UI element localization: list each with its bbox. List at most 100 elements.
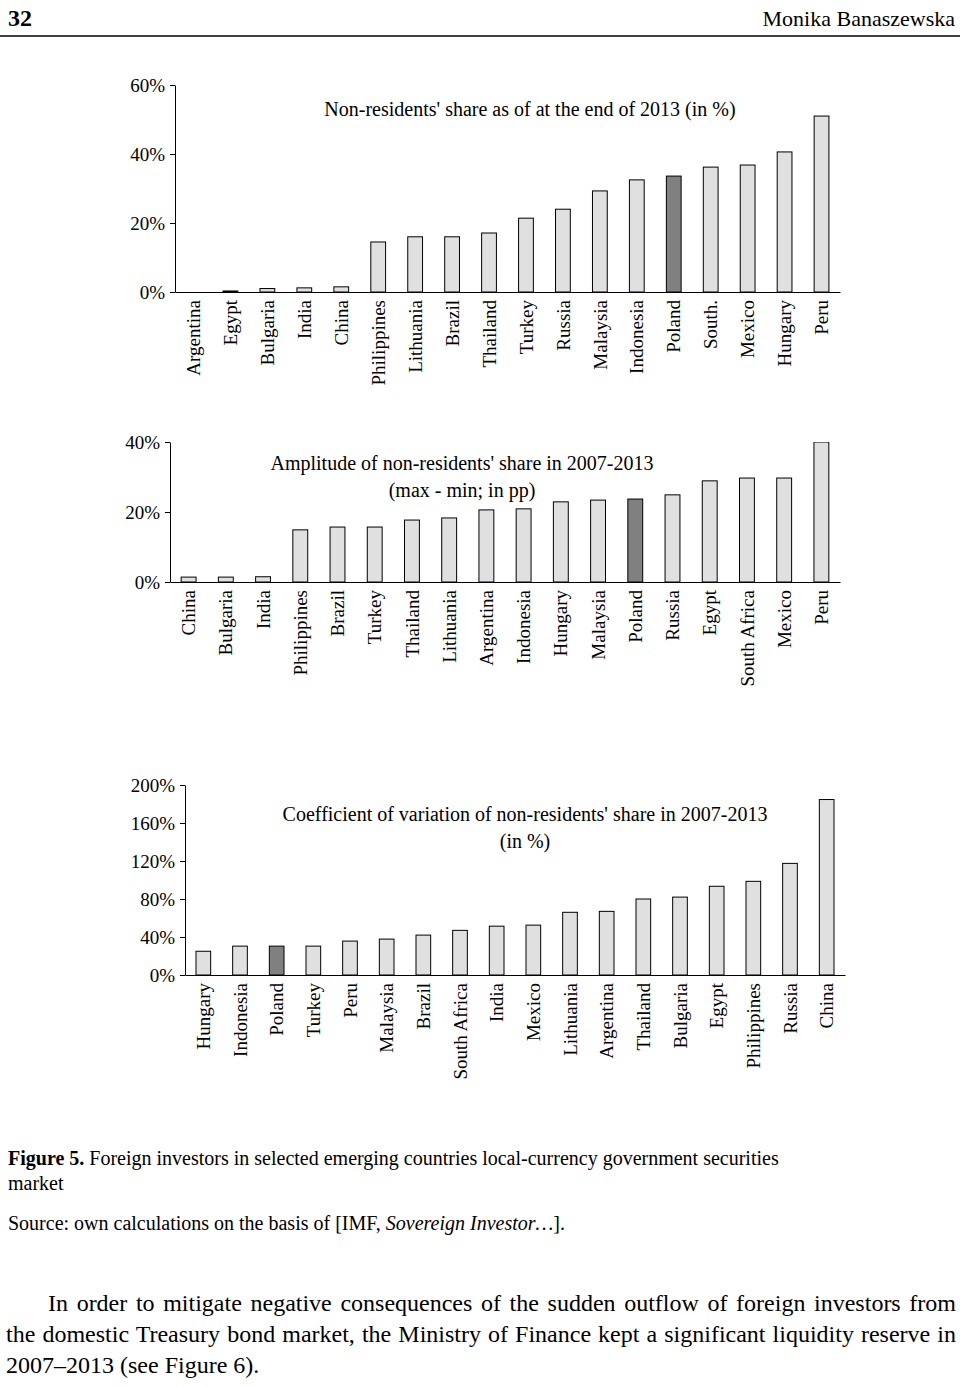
source-suffix: ].: [553, 1212, 565, 1234]
bars: [181, 442, 829, 582]
y-tick: 120%: [131, 851, 185, 872]
x-tick: India: [253, 582, 274, 629]
x-tick-label: China: [816, 982, 837, 1028]
x-tick: Malaysia: [588, 582, 609, 660]
x-tick-label: Turkey: [516, 300, 537, 355]
y-tick-mark: [180, 937, 185, 938]
x-tick-label: Indonesia: [513, 589, 534, 663]
x-tick: Russia: [780, 975, 801, 1034]
bar: [740, 478, 755, 582]
bar: [293, 530, 308, 582]
x-tick: China: [331, 292, 352, 345]
x-tick-label: Thailand: [633, 983, 654, 1051]
x-tick: Peru: [340, 975, 361, 1018]
x-tick: Poland: [625, 582, 646, 643]
x-tick-label: Philippines: [290, 590, 311, 676]
x-tick: South Africa: [450, 975, 471, 1080]
x-tick: Thailand: [633, 975, 654, 1051]
x-tick-label: Brazil: [413, 983, 434, 1029]
bar: [629, 180, 644, 292]
y-tick-label: 40%: [125, 432, 160, 453]
x-tick: Russia: [662, 582, 683, 641]
y-axis: 0%20%40%60%: [130, 75, 175, 303]
x-tick-label: Malaysia: [590, 299, 611, 369]
bar: [379, 939, 394, 975]
x-tick: China: [178, 582, 199, 635]
x-tick-label: Egypt: [699, 589, 720, 635]
bar: [516, 509, 531, 582]
x-tick: Poland: [663, 292, 684, 353]
x-tick: Argentina: [476, 582, 497, 666]
author: Monika Banaszewska: [763, 6, 956, 31]
y-tick-mark: [170, 154, 175, 155]
x-tick-label: Russia: [780, 982, 801, 1033]
x-tick: Indonesia: [626, 292, 647, 374]
y-tick: 160%: [131, 813, 185, 834]
x-tick: Turkey: [303, 975, 324, 1037]
bar: [442, 518, 457, 582]
x-tick-label: Mexico: [774, 590, 795, 648]
y-tick: 0%: [150, 965, 185, 986]
y-tick-mark: [165, 512, 170, 513]
x-tick-label: Poland: [663, 300, 684, 353]
caption-label: Figure 5.: [8, 1147, 84, 1169]
chart-title-line: (in %): [500, 830, 551, 853]
x-axis: ArgentinaEgyptBulgariaIndiaChinaPhilippi…: [176, 292, 841, 386]
x-tick-label: Lithuania: [405, 299, 426, 372]
bar: [260, 289, 275, 292]
x-tick-label: Malaysia: [376, 982, 397, 1052]
bar: [526, 925, 541, 975]
bar: [482, 233, 497, 292]
x-tick: Hungary: [193, 975, 214, 1049]
header-rule: [0, 35, 960, 37]
bars: [223, 116, 829, 292]
x-tick-label: China: [178, 589, 199, 635]
x-tick: Bulgaria: [670, 975, 691, 1048]
bar: [673, 897, 688, 975]
x-tick: Argentina: [183, 292, 204, 376]
x-tick: Russia: [553, 292, 574, 351]
x-tick: Peru: [811, 292, 832, 335]
y-tick-mark: [170, 292, 175, 293]
x-axis: ChinaBulgariaIndiaPhilippinesBrazilTurke…: [171, 582, 841, 687]
source-prefix: Source: own calculations on the basis of…: [8, 1212, 386, 1234]
x-tick-label: Peru: [811, 590, 832, 625]
x-tick-label: Mexico: [523, 983, 544, 1041]
bar: [416, 935, 431, 975]
x-tick: Turkey: [516, 292, 537, 354]
x-tick-label: Lithuania: [560, 982, 581, 1055]
x-tick: Indonesia: [513, 582, 534, 664]
x-tick-label: Thailand: [402, 590, 423, 658]
x-tick: Lithuania: [560, 975, 581, 1056]
bar: [343, 941, 358, 975]
chart-title-line: Non-residents' share as of at the end of…: [324, 98, 735, 121]
y-tick-label: 20%: [125, 502, 160, 523]
figure-caption: Figure 5. Foreign investors in selected …: [8, 1146, 828, 1196]
x-tick: Mexico: [737, 292, 758, 358]
y-tick-label: 0%: [140, 282, 166, 303]
bar: [702, 481, 717, 582]
y-axis-line: [185, 786, 186, 976]
x-tick-label: Argentina: [476, 589, 497, 665]
x-tick: Lithuania: [405, 292, 426, 373]
y-tick: 200%: [131, 775, 185, 796]
y-axis: 0%40%80%120%160%200%: [131, 775, 186, 986]
bar: [814, 442, 829, 582]
y-tick-mark: [180, 899, 185, 900]
x-tick-label: India: [294, 299, 315, 339]
bar: [453, 930, 468, 975]
bar: [592, 191, 607, 292]
chart: 0%40%80%120%160%200%HungaryIndonesiaPola…: [131, 775, 846, 1080]
bar: [636, 899, 651, 975]
x-tick: Hungary: [774, 292, 795, 366]
x-tick: India: [294, 292, 315, 339]
y-tick: 40%: [130, 144, 175, 165]
x-axis-line: [171, 582, 841, 583]
bar: [196, 951, 211, 975]
x-tick-label: Hungary: [550, 590, 571, 657]
x-tick: Mexico: [774, 582, 795, 648]
chart: 0%20%40%60%ArgentinaEgyptBulgariaIndiaCh…: [130, 75, 840, 386]
y-tick-label: 160%: [131, 813, 176, 834]
y-tick-mark: [180, 785, 185, 786]
x-tick-label: Peru: [340, 983, 361, 1018]
